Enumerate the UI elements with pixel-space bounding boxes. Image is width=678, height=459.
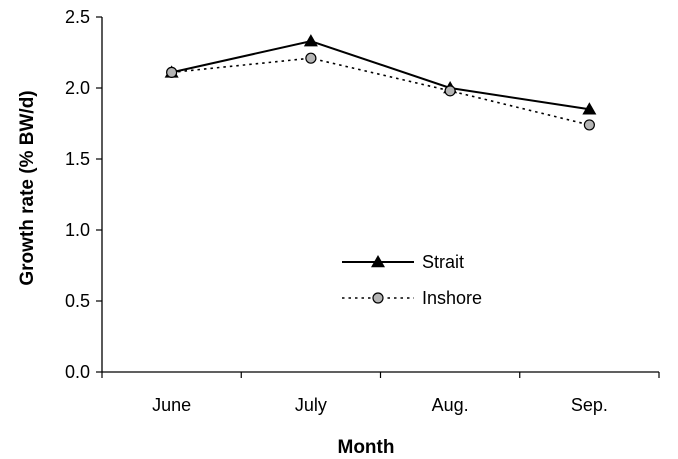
x-tick-label: June [152,395,191,415]
series-layer [165,34,597,130]
series-inshore [172,58,590,125]
x-tick-label: Aug. [432,395,469,415]
y-tick-label: 2.5 [65,7,90,27]
y-tick-label: 2.0 [65,78,90,98]
x-tick-label: Sep. [571,395,608,415]
data-point-strait [304,34,318,46]
series-line-inshore [172,58,590,125]
y-axis-title: Growth rate (% BW/d) [17,90,38,285]
y-tick-label: 1.5 [65,149,90,169]
data-point-inshore [584,120,594,130]
data-point-inshore [445,86,455,96]
series-markers-strait [165,34,597,114]
series-strait [172,41,590,109]
legend: Strait Inshore [342,252,482,308]
y-tick-labels: 0.0 0.5 1.0 1.5 2.0 2.5 [65,7,90,382]
legend-label-strait: Strait [422,252,464,272]
legend-marker-inshore [373,293,383,303]
x-axis-title: Month [338,437,395,458]
y-tick-label: 1.0 [65,220,90,240]
y-tick-label: 0.5 [65,291,90,311]
x-tick-label: July [295,395,327,415]
data-point-inshore [167,67,177,77]
y-tick-label: 0.0 [65,362,90,382]
x-tick-labels: June July Aug. Sep. [152,395,608,415]
series-line-strait [172,41,590,109]
legend-label-inshore: Inshore [422,288,482,308]
data-point-inshore [306,53,316,63]
